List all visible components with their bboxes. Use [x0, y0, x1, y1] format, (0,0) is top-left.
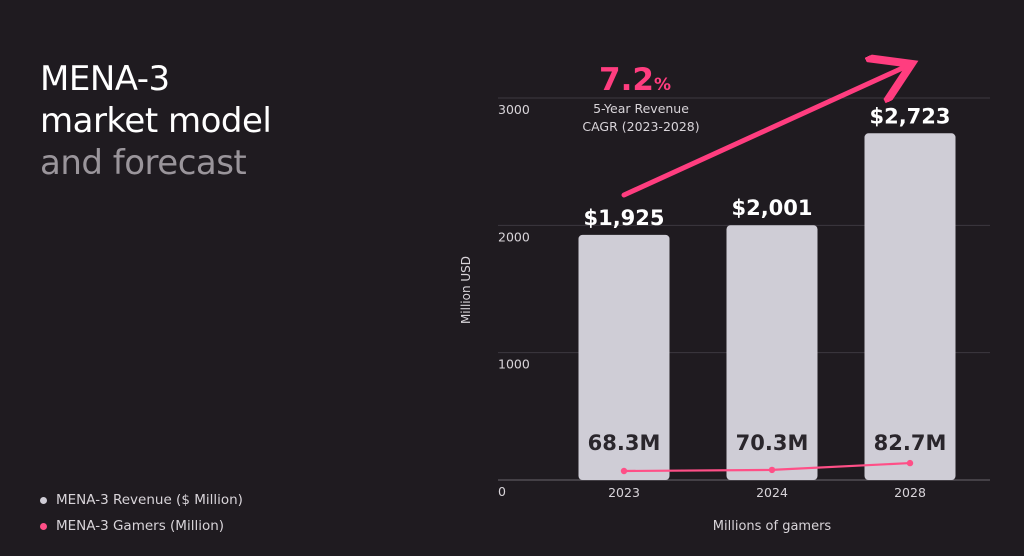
revenue-data-label: $2,001	[731, 196, 812, 220]
cagr-caption-line-2: CAGR (2023-2028)	[582, 119, 699, 134]
revenue-bar	[726, 225, 818, 480]
title-line-1: MENA-3	[40, 59, 170, 99]
gamers-legend-dot-icon	[40, 522, 47, 530]
y-axis-label: Million USD	[459, 256, 473, 324]
legend-label-gamers: MENA-3 Gamers (Million)	[56, 518, 225, 534]
legend: MENA-3 Revenue ($ Million) MENA-3 Gamers…	[40, 487, 243, 539]
y-tick-label: 3000	[498, 102, 530, 117]
cagr-caption-line-1: 5-Year Revenue	[593, 101, 689, 116]
cagr-number: 7.2	[599, 62, 654, 98]
x-axis-label: Millions of gamers	[713, 519, 832, 534]
revenue-bar	[864, 133, 956, 480]
cagr-value: 7.2%	[599, 62, 671, 98]
revenue-data-label: $1,925	[583, 206, 664, 230]
gamers-data-label: 68.3M	[588, 431, 661, 455]
y-tick-label: 1000	[498, 357, 530, 372]
legend-item-revenue: MENA-3 Revenue ($ Million)	[40, 487, 243, 513]
revenue-bar	[578, 234, 670, 480]
x-tick-label: 2028	[894, 485, 926, 500]
x-tick-label: 2024	[756, 485, 788, 500]
title-line-2: market model	[40, 101, 272, 141]
gamers-point	[620, 467, 628, 475]
gamers-point	[906, 459, 914, 467]
revenue-data-label: $2,723	[869, 104, 950, 128]
cagr-unit: %	[654, 75, 671, 95]
y-tick-label: 2000	[498, 229, 530, 244]
gamers-data-label: 70.3M	[736, 431, 809, 455]
gamers-data-label: 82.7M	[874, 431, 947, 455]
gamers-point	[768, 466, 776, 474]
y-tick-label: 0	[498, 484, 506, 499]
legend-item-gamers: MENA-3 Gamers (Million)	[40, 513, 243, 539]
title-line-3: and forecast	[40, 143, 247, 183]
x-tick-label: 2023	[608, 485, 640, 500]
chart-title: MENA-3 market model and forecast	[40, 58, 272, 184]
revenue-legend-dot-icon	[40, 496, 47, 504]
legend-label-revenue: MENA-3 Revenue ($ Million)	[56, 492, 243, 508]
cagr-arrow-icon	[621, 66, 907, 198]
